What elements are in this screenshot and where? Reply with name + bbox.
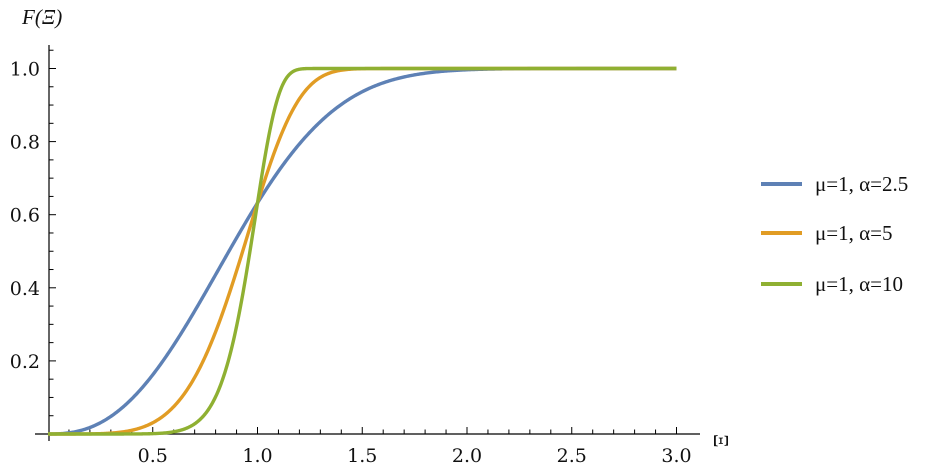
y-tick-label: 0.4 — [10, 278, 40, 300]
y-axis-title: F(Ξ) — [21, 5, 62, 29]
legend-label-3: μ=1, α=10 — [815, 272, 903, 296]
legend-label-1: μ=1, α=2.5 — [815, 172, 908, 196]
x-axis-title: Ξ — [709, 434, 733, 448]
y-tick-label: 0.2 — [10, 351, 40, 373]
x-tick-label: 0.5 — [138, 445, 168, 467]
legend-label-2: μ=1, α=5 — [815, 221, 892, 245]
ticks — [48, 49, 677, 441]
y-tick-label: 1.0 — [10, 59, 40, 81]
x-tick-labels: 0.5 1.0 1.5 2.0 2.5 3.0 — [138, 445, 692, 467]
series-line-3 — [47, 66, 678, 436]
x-tick-label: 2.5 — [557, 445, 587, 467]
y-tick-labels: 0.2 0.4 0.6 0.8 1.0 — [10, 59, 40, 373]
x-tick-label: 3.0 — [661, 445, 691, 467]
y-tick-label: 0.8 — [10, 132, 40, 154]
series-line-2 — [47, 66, 678, 436]
y-tick-label: 0.6 — [10, 205, 40, 227]
x-tick-label: 1.0 — [242, 445, 272, 467]
x-tick-label: 2.0 — [452, 445, 482, 467]
x-tick-label: 1.5 — [347, 445, 377, 467]
curves — [47, 66, 678, 436]
axes — [35, 45, 700, 441]
legend: μ=1, α=2.5 μ=1, α=5 μ=1, α=10 — [761, 172, 908, 296]
series-line-1 — [47, 66, 678, 436]
